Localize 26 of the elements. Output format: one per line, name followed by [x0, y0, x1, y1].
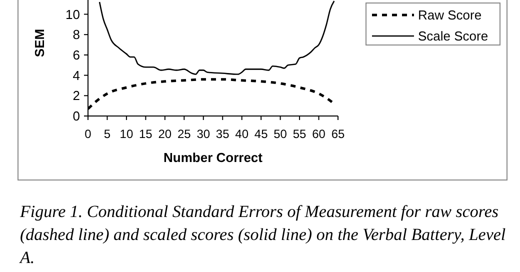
x-tick-label: 45: [254, 127, 268, 141]
x-tick-label: 55: [292, 127, 307, 141]
x-tick-label: 0: [84, 127, 92, 141]
x-axis-title: Number Correct: [164, 150, 264, 165]
x-tick-label: 5: [104, 127, 111, 141]
y-tick-label: 4: [72, 68, 80, 83]
y-tick-label: 2: [72, 88, 80, 104]
caption: Figure 1. Conditional Standard Errors of Measurement for raw scores (dashed line) and scaled scores (solid line) on the Verbal Battery, Level A.: [19, 202, 506, 267]
y-tick-label: 0: [72, 108, 80, 124]
y-tick-label: 10: [66, 6, 80, 22]
x-tick-label: 40: [235, 127, 249, 141]
x-tick-label: 35: [216, 127, 230, 141]
y-axis-title: SEM: [32, 28, 47, 58]
x-tick-label: 60: [312, 127, 326, 141]
x-tick-label: 25: [177, 127, 192, 141]
legend-label: Scale Score: [418, 28, 488, 44]
line-series: [98, 0, 335, 75]
x-tick-label: 10: [120, 127, 134, 141]
x-tick-label: 50: [274, 127, 288, 141]
y-tick-label: 8: [72, 27, 80, 42]
x-tick-label: 65: [331, 127, 345, 141]
x-tick-label: 20: [158, 127, 172, 141]
y-tick-label: 6: [72, 47, 80, 62]
x-tick-label: 15: [139, 127, 153, 141]
legend-label: Raw Score: [418, 8, 482, 23]
x-tick-label: 30: [196, 127, 210, 141]
